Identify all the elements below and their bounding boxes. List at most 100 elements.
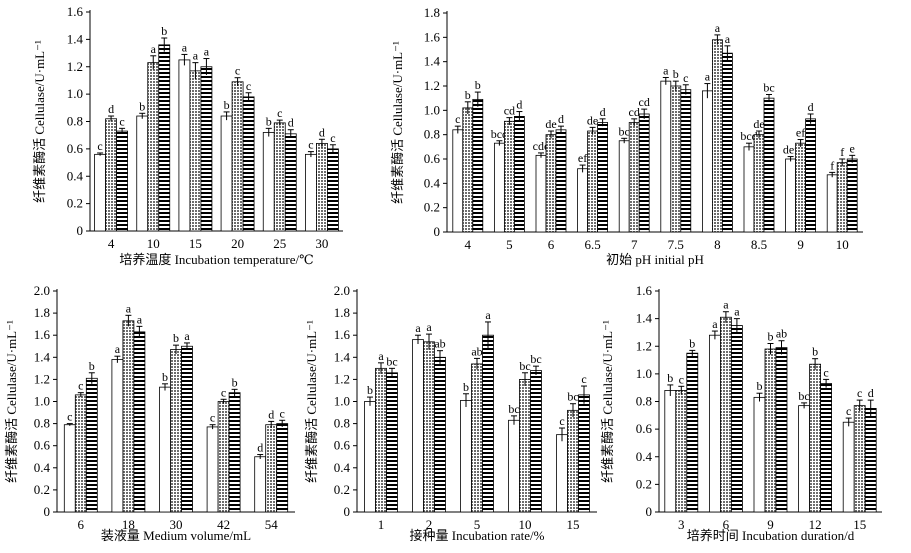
significance-label: c: [119, 114, 124, 128]
significance-label: b: [161, 24, 167, 38]
bar: [618, 140, 630, 233]
significance-label: d: [319, 125, 325, 139]
y-tick-label: 1.6: [424, 29, 441, 44]
bar: [265, 424, 278, 513]
significance-label: a: [204, 45, 210, 59]
significance-label: b: [667, 371, 673, 385]
bar: [220, 115, 233, 232]
bar: [460, 399, 472, 513]
significance-label: e: [850, 141, 855, 155]
bar: [555, 129, 567, 233]
significance-label: c: [683, 71, 688, 85]
y-tick-label: 0.8: [334, 416, 350, 431]
significance-label: b: [162, 370, 168, 384]
significance-label: a: [182, 40, 188, 54]
bar: [836, 162, 848, 233]
y-tick-label: 0.6: [636, 421, 653, 436]
bar: [864, 408, 877, 513]
significance-label: bcd: [491, 127, 508, 141]
bar: [508, 419, 520, 513]
y-tick-label: 0.8: [424, 127, 440, 142]
y-tick-label: 0.2: [34, 482, 50, 497]
significance-label: a: [137, 312, 143, 326]
significance-label: c: [823, 365, 828, 379]
bar: [722, 52, 733, 233]
bar: [709, 334, 721, 513]
significance-label: b: [173, 331, 179, 345]
significance-label: cd: [639, 95, 650, 109]
y-tick-label: 1.2: [67, 59, 83, 74]
significance-label: a: [193, 49, 199, 63]
bar: [578, 394, 590, 513]
bar: [63, 424, 76, 513]
y-tick-label: 0.2: [334, 482, 350, 497]
significance-label: c: [78, 379, 83, 393]
bar: [535, 154, 547, 233]
x-tick-label: 9: [797, 237, 804, 252]
bar: [122, 320, 135, 513]
bar: [412, 339, 424, 513]
significance-label: c: [246, 79, 251, 93]
x-tick-label: 30: [315, 236, 328, 251]
y-tick-label: 0.2: [636, 476, 652, 491]
bar: [530, 370, 542, 513]
bar: [158, 44, 171, 232]
significance-label: d: [516, 98, 522, 112]
significance-label: bc: [508, 402, 519, 416]
significance-label: b: [768, 329, 774, 343]
y-tick-label: 0: [434, 224, 441, 239]
significance-label: a: [485, 308, 491, 322]
significance-label: a: [734, 305, 740, 319]
significance-label: c: [455, 112, 460, 126]
x-tick-label: 6: [78, 517, 85, 532]
significance-label: c: [581, 372, 586, 386]
y-tick-label: 0.6: [334, 438, 351, 453]
y-tick-label: 1.2: [424, 78, 440, 93]
significance-label: bc: [798, 389, 809, 403]
bar: [660, 80, 672, 233]
bar: [664, 390, 677, 513]
bar: [228, 392, 241, 513]
significance-label: c: [330, 131, 335, 145]
significance-label: d: [288, 116, 294, 130]
bar: [105, 118, 117, 232]
bar: [316, 142, 328, 232]
bar: [452, 129, 464, 233]
y-tick-label: 1.2: [334, 371, 350, 386]
y-tick-label: 2.0: [334, 283, 350, 298]
significance-label: cd: [504, 104, 515, 118]
significance-label: de: [545, 117, 556, 131]
significance-label: a: [415, 321, 421, 335]
bar: [136, 115, 149, 232]
bar: [753, 396, 766, 513]
x-tick-label: 10: [519, 517, 532, 532]
significance-label: a: [715, 21, 721, 35]
y-tick-label: 2.0: [34, 283, 50, 298]
y-tick-label: 1.8: [334, 305, 350, 320]
y-tick-label: 0.6: [67, 141, 84, 156]
bar: [628, 122, 640, 233]
bar: [116, 130, 128, 232]
x-tick-label: 15: [567, 517, 580, 532]
significance-label: a: [712, 317, 718, 331]
bar: [820, 383, 832, 513]
significance-label: d: [868, 386, 874, 400]
y-tick-label: 0.6: [424, 151, 441, 166]
significance-label: c: [846, 404, 851, 418]
x-tick-label: 1: [378, 517, 385, 532]
bar: [423, 341, 435, 513]
significance-label: d: [808, 100, 814, 114]
bar: [597, 122, 608, 233]
y-tick-label: 1.4: [636, 311, 653, 326]
bar: [795, 142, 806, 233]
y-tick-label: 0.4: [424, 175, 441, 190]
bar: [276, 423, 289, 513]
x-axis-title: 培养时间 Incubation duration/d: [687, 528, 855, 543]
bar: [482, 334, 494, 513]
significance-label: a: [151, 42, 157, 56]
bar: [775, 347, 788, 513]
y-tick-label: 0.8: [34, 416, 50, 431]
